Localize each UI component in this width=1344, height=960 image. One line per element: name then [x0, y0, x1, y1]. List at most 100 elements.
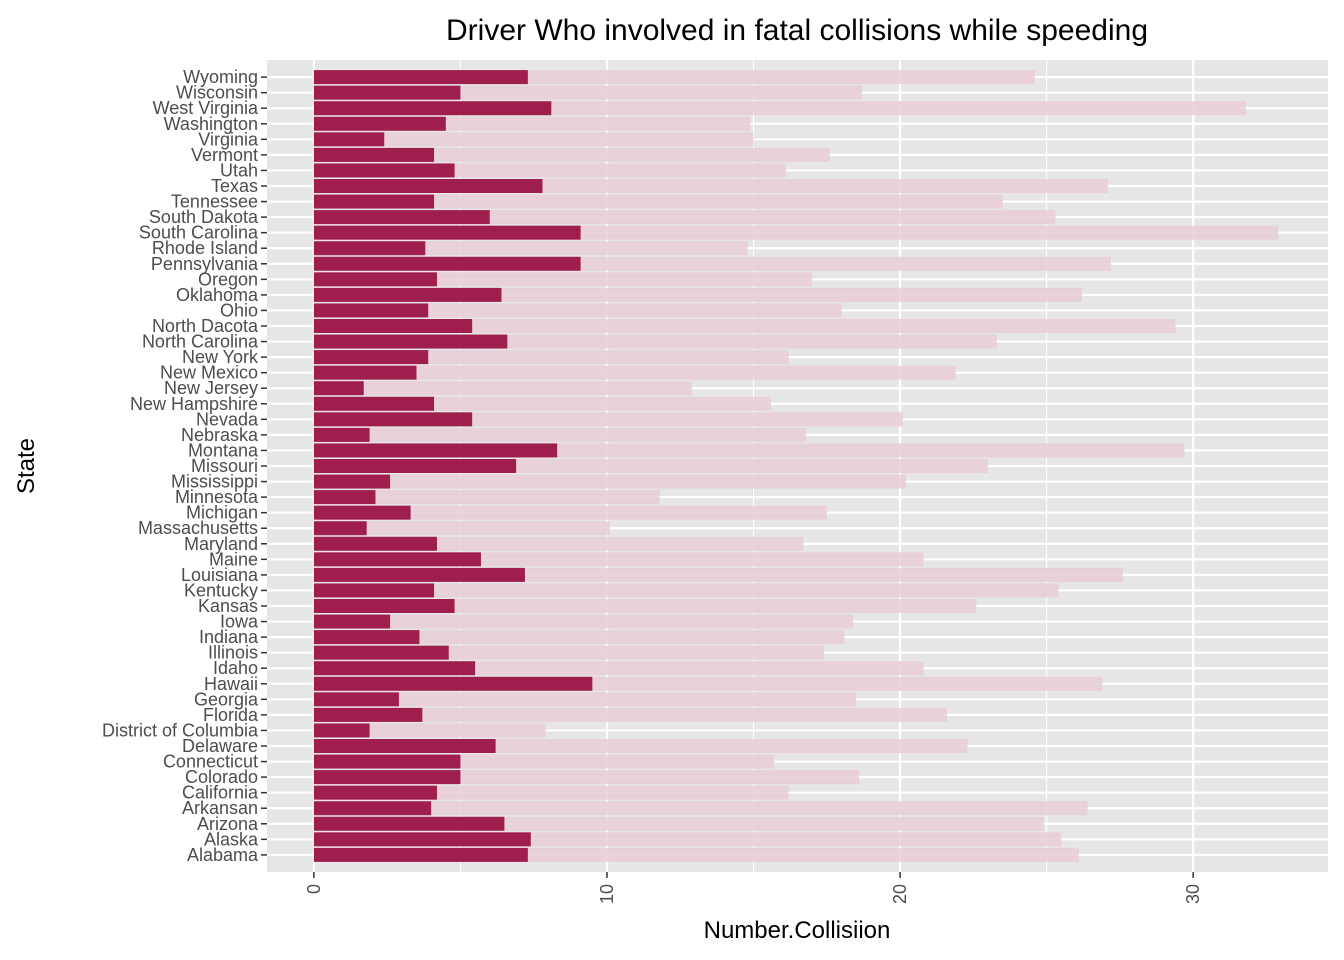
- bar-speeding: [313, 334, 508, 349]
- y-tick-label: Wyoming: [183, 67, 258, 87]
- bar-speeding: [313, 661, 476, 676]
- bar-total: [313, 381, 692, 396]
- bar-speeding: [313, 521, 367, 536]
- y-tick-label: Oregon: [198, 269, 258, 289]
- bar-total: [313, 365, 956, 380]
- bar-speeding: [313, 785, 437, 800]
- y-tick-label: Connecticut: [163, 752, 258, 772]
- y-tick-label: Rhode Island: [152, 238, 258, 258]
- y-tick-label: South Carolina: [139, 223, 259, 243]
- bar-total: [313, 474, 906, 489]
- bar-total: [313, 147, 830, 162]
- y-tick-label: Texas: [211, 176, 258, 196]
- bar-speeding: [313, 459, 517, 473]
- y-tick-label: South Dakota: [149, 207, 259, 227]
- bar-speeding: [313, 505, 411, 520]
- bar-speeding: [313, 194, 435, 209]
- bar-speeding: [313, 754, 461, 769]
- bar-total: [313, 350, 789, 365]
- bar-speeding: [313, 147, 435, 162]
- bar-speeding: [313, 365, 417, 380]
- y-tick-label: Kentucky: [184, 580, 258, 600]
- y-tick-label: Utah: [220, 160, 258, 180]
- bar-total: [313, 194, 1003, 209]
- bar-speeding: [313, 85, 461, 100]
- bar-total: [313, 505, 827, 520]
- bar-speeding: [313, 739, 496, 753]
- chart-title: Driver Who involved in fatal collisions …: [446, 14, 1148, 47]
- bar-speeding: [313, 801, 432, 816]
- bar-total: [313, 427, 807, 442]
- y-tick-label: Virginia: [198, 129, 259, 149]
- bar-speeding: [313, 412, 473, 427]
- y-tick-label: Pennsylvania: [151, 254, 259, 274]
- y-tick-label: Alaska: [204, 829, 259, 849]
- bar-speeding: [313, 847, 528, 862]
- y-tick-label: Colorado: [185, 767, 258, 787]
- y-tick-label: New York: [182, 347, 259, 367]
- y-tick-label: Iowa: [220, 612, 259, 632]
- y-tick-label: Louisiana: [181, 565, 259, 585]
- y-tick-label: Arkansan: [182, 798, 258, 818]
- y-axis: AlabamaAlaskaArizonaArkansanCaliforniaCo…: [102, 67, 267, 865]
- x-axis: 0 10 20 30: [304, 872, 1203, 904]
- bar-speeding: [313, 614, 391, 629]
- y-tick-label: New Jersey: [164, 378, 258, 398]
- y-tick-label: Arizona: [197, 814, 259, 834]
- y-tick-label: Wisconsin: [176, 83, 258, 103]
- y-tick-label: Delaware: [182, 736, 258, 756]
- bar-speeding: [313, 70, 528, 85]
- bar-total: [313, 583, 1059, 598]
- bar-speeding: [313, 225, 581, 240]
- bar-speeding: [313, 816, 505, 831]
- bar-speeding: [313, 676, 593, 691]
- bar-speeding: [313, 599, 455, 613]
- bar-speeding: [313, 179, 543, 193]
- bar-speeding: [313, 645, 449, 660]
- bar-speeding: [313, 350, 429, 365]
- x-tick-label: 10: [597, 884, 617, 904]
- bar-total: [313, 707, 947, 722]
- y-tick-label: Hawaii: [204, 674, 258, 694]
- bar-speeding: [313, 287, 502, 302]
- bar-total: [313, 630, 845, 645]
- bar-speeding: [313, 241, 426, 256]
- bar-speeding: [313, 396, 435, 411]
- bar-total: [313, 490, 660, 505]
- bar-total: [313, 272, 813, 287]
- bar-speeding: [313, 101, 552, 116]
- y-tick-label: Michigan: [186, 503, 258, 523]
- y-tick-label: Vermont: [191, 145, 258, 165]
- bar-speeding: [313, 256, 581, 271]
- y-tick-label: Maryland: [184, 534, 258, 554]
- y-tick-label: Montana: [188, 440, 259, 460]
- bar-speeding: [313, 552, 481, 567]
- bar-speeding: [313, 443, 558, 458]
- bar-speeding: [313, 832, 531, 847]
- bar-total: [313, 303, 842, 318]
- y-tick-label: Ohio: [220, 300, 258, 320]
- bar-speeding: [313, 319, 473, 333]
- x-tick-label: 0: [304, 884, 324, 894]
- y-tick-label: Alabama: [187, 845, 259, 865]
- bar-total: [313, 319, 1176, 333]
- bar-speeding: [313, 630, 420, 645]
- y-tick-label: Kansas: [198, 596, 258, 616]
- speeding-bars: [313, 70, 593, 862]
- bar-total: [313, 132, 754, 147]
- bar-total: [313, 287, 1082, 302]
- y-tick-label: Nevada: [196, 409, 259, 429]
- x-tick-label: 20: [890, 884, 910, 904]
- bar-total: [313, 723, 546, 738]
- bar-speeding: [313, 210, 490, 225]
- bar-speeding: [313, 567, 525, 582]
- y-tick-label: North Carolina: [142, 332, 259, 352]
- y-tick-label: New Mexico: [160, 363, 258, 383]
- y-tick-label: New Hampshire: [130, 394, 258, 414]
- bar-speeding: [313, 723, 370, 738]
- bar-speeding: [313, 536, 437, 551]
- bar-speeding: [313, 474, 391, 489]
- bar-speeding: [313, 272, 437, 287]
- y-tick-label: Mississippi: [171, 472, 258, 492]
- bar-speeding: [313, 132, 385, 147]
